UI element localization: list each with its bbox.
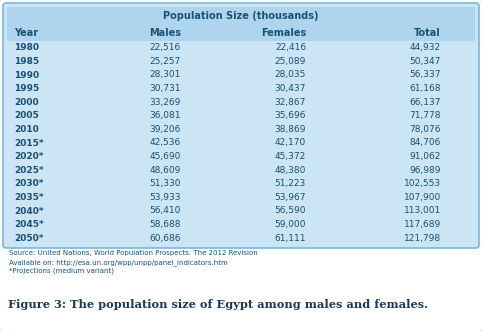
Text: Available on: http://esa.un.org/wpp/unpp/panel_indicators.htm: Available on: http://esa.un.org/wpp/unpp…	[9, 259, 228, 266]
Text: 56,590: 56,590	[275, 207, 306, 215]
Text: 45,690: 45,690	[149, 152, 181, 161]
Text: 28,035: 28,035	[275, 71, 306, 79]
Text: 28,301: 28,301	[149, 71, 181, 79]
Text: 71,778: 71,778	[410, 111, 441, 120]
FancyBboxPatch shape	[3, 3, 479, 248]
Text: *Projections (medium variant): *Projections (medium variant)	[9, 268, 114, 274]
Text: 2035*: 2035*	[14, 193, 44, 202]
Text: 58,688: 58,688	[149, 220, 181, 229]
Text: 59,000: 59,000	[275, 220, 306, 229]
Text: Figure 3: The population size of Egypt among males and females.: Figure 3: The population size of Egypt a…	[8, 300, 428, 310]
Text: 66,137: 66,137	[410, 98, 441, 107]
Text: Source: United Nations, World Population Prospects: The 2012 Revision: Source: United Nations, World Population…	[9, 250, 258, 256]
Text: 25,257: 25,257	[150, 57, 181, 66]
Text: 60,686: 60,686	[149, 234, 181, 243]
Text: 56,337: 56,337	[410, 71, 441, 79]
Text: 53,933: 53,933	[149, 193, 181, 202]
Text: 1995: 1995	[14, 84, 39, 93]
Text: 53,967: 53,967	[275, 193, 306, 202]
Text: 91,062: 91,062	[410, 152, 441, 161]
Text: 78,076: 78,076	[410, 125, 441, 134]
Text: 25,089: 25,089	[275, 57, 306, 66]
Text: 39,206: 39,206	[149, 125, 181, 134]
Text: 42,170: 42,170	[275, 138, 306, 148]
Text: 22,516: 22,516	[150, 43, 181, 52]
Text: 2045*: 2045*	[14, 220, 44, 229]
Text: 50,347: 50,347	[410, 57, 441, 66]
Text: 48,380: 48,380	[275, 166, 306, 175]
Text: Females: Females	[261, 27, 306, 37]
Text: 44,932: 44,932	[410, 43, 441, 52]
Text: 33,269: 33,269	[149, 98, 181, 107]
Text: 2005: 2005	[14, 111, 39, 120]
FancyBboxPatch shape	[7, 7, 475, 25]
Text: 117,689: 117,689	[404, 220, 441, 229]
Text: 51,223: 51,223	[275, 179, 306, 188]
Text: 2000: 2000	[14, 98, 39, 107]
Text: 22,416: 22,416	[275, 43, 306, 52]
Text: 84,706: 84,706	[410, 138, 441, 148]
Text: 2015*: 2015*	[14, 138, 44, 148]
Text: 2025*: 2025*	[14, 166, 44, 175]
Text: 2050*: 2050*	[14, 234, 43, 243]
Text: 30,437: 30,437	[275, 84, 306, 93]
Text: 30,731: 30,731	[149, 84, 181, 93]
Text: 38,869: 38,869	[275, 125, 306, 134]
Text: 36,081: 36,081	[149, 111, 181, 120]
FancyBboxPatch shape	[7, 23, 475, 41]
Text: Total: Total	[414, 27, 441, 37]
Text: 121,798: 121,798	[404, 234, 441, 243]
Text: Males: Males	[149, 27, 181, 37]
Text: Population Size (thousands): Population Size (thousands)	[163, 11, 319, 21]
Text: 2010: 2010	[14, 125, 39, 134]
Text: 113,001: 113,001	[404, 207, 441, 215]
Text: 2020*: 2020*	[14, 152, 43, 161]
Text: 51,330: 51,330	[149, 179, 181, 188]
Text: 45,372: 45,372	[275, 152, 306, 161]
Text: 102,553: 102,553	[404, 179, 441, 188]
Text: 96,989: 96,989	[410, 166, 441, 175]
Text: 61,111: 61,111	[275, 234, 306, 243]
Text: 61,168: 61,168	[410, 84, 441, 93]
Text: 1985: 1985	[14, 57, 39, 66]
Text: 1980: 1980	[14, 43, 39, 52]
Text: 42,536: 42,536	[150, 138, 181, 148]
Text: 35,696: 35,696	[275, 111, 306, 120]
Text: 107,900: 107,900	[404, 193, 441, 202]
Text: 32,867: 32,867	[275, 98, 306, 107]
Text: 48,609: 48,609	[149, 166, 181, 175]
Text: 1990: 1990	[14, 71, 39, 79]
Text: Year: Year	[14, 27, 38, 37]
Text: 56,410: 56,410	[149, 207, 181, 215]
Text: 2040*: 2040*	[14, 207, 44, 215]
Text: 2030*: 2030*	[14, 179, 43, 188]
